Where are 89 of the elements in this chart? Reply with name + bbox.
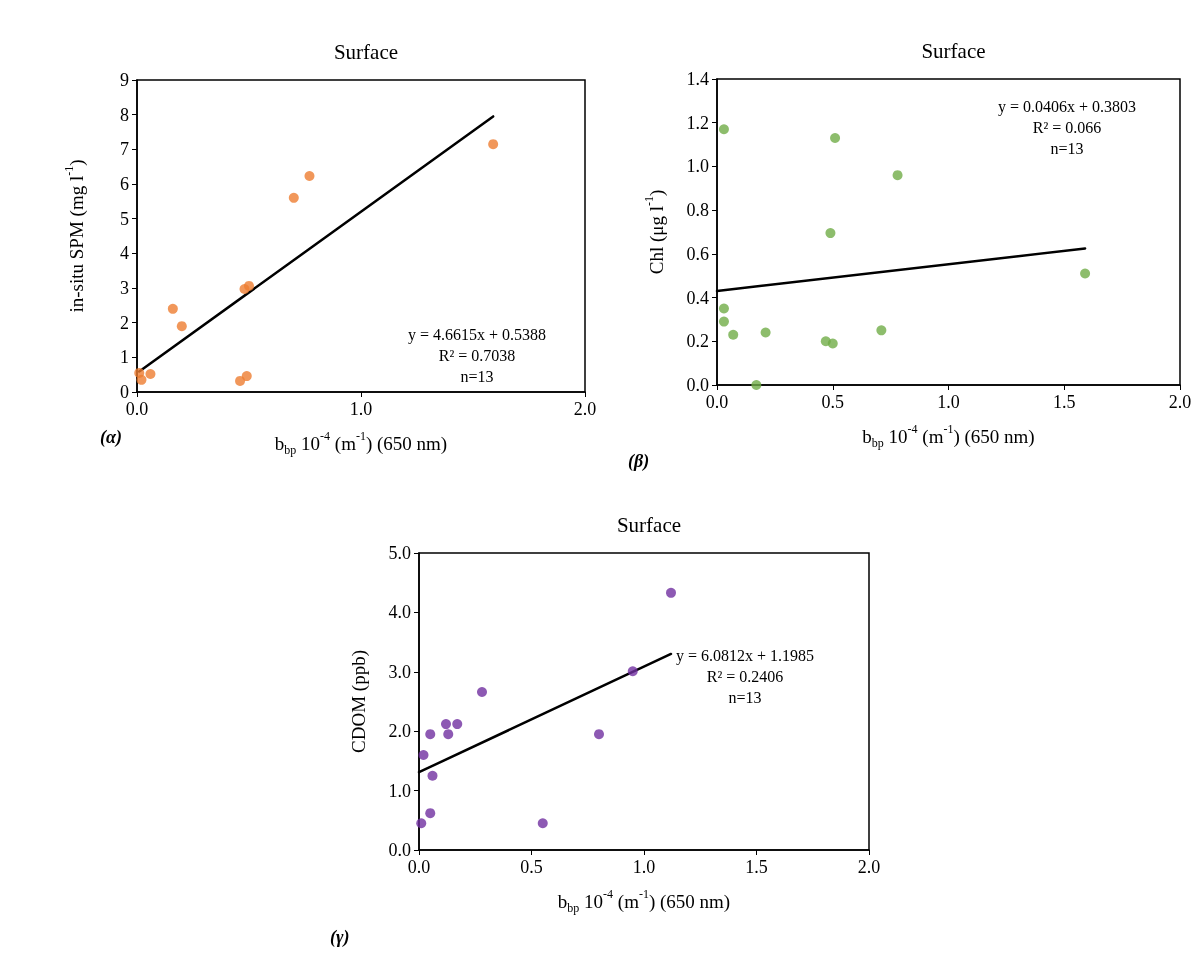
- point: [241, 371, 252, 382]
- y-tick-label: 0.2: [686, 331, 709, 352]
- y-tick-label: 5.0: [388, 543, 411, 563]
- x-tick-label: 0.0: [705, 392, 729, 412]
- point: [892, 170, 903, 181]
- x-tick-label: 1.0: [937, 392, 960, 412]
- annotation: n=13: [728, 688, 762, 706]
- annotation: y = 4.6615x + 0.5388: [407, 325, 547, 344]
- point: [537, 818, 548, 829]
- y-axis-title: Chl (μg l-1): [642, 189, 668, 275]
- point: [830, 133, 841, 144]
- y-axis-title: CDOM (ppb): [347, 650, 370, 753]
- x-tick-label: 2.0: [1168, 392, 1192, 412]
- x-tick-label: 1.0: [632, 857, 656, 877]
- point: [760, 327, 771, 338]
- y-tick-label: 0.8: [686, 200, 709, 221]
- point: [477, 687, 487, 697]
- y-axis-title: in-situ SPM (mg l-1): [62, 159, 88, 313]
- chart-title: Surface: [333, 39, 399, 64]
- point: [825, 228, 836, 239]
- y-tick-label: 6: [120, 174, 129, 194]
- annotation: n=13: [1050, 139, 1084, 157]
- y-tick-label: 0.6: [686, 243, 709, 264]
- point: [288, 192, 299, 203]
- y-tick-label: 1.0: [686, 156, 709, 177]
- point: [425, 729, 436, 740]
- point: [136, 374, 147, 385]
- annotation: n=13: [460, 367, 494, 385]
- chart-title: Surface: [616, 512, 682, 537]
- point: [244, 280, 254, 291]
- point: [488, 139, 499, 150]
- y-tick-label: 5: [120, 208, 129, 229]
- point: [425, 808, 436, 819]
- x-tick-label: 1.5: [1053, 392, 1076, 412]
- x-tick-label: 1.0: [349, 399, 373, 419]
- point: [452, 719, 463, 730]
- text: (α): [100, 427, 122, 448]
- x-tick-label: 0.5: [520, 857, 543, 877]
- text: (γ): [330, 927, 350, 948]
- y-tick-label: 1.2: [686, 112, 709, 133]
- y-tick-label: 0: [120, 382, 129, 402]
- y-tick-label: 3.0: [388, 661, 411, 682]
- y-tick-label: 0.0: [388, 840, 411, 860]
- point: [167, 303, 178, 314]
- y-tick-label: 7: [120, 139, 129, 160]
- y-tick-label: 1.4: [686, 69, 709, 89]
- y-tick-label: 8: [120, 104, 129, 125]
- x-tick-label: 2.0: [857, 857, 881, 877]
- point: [235, 375, 246, 386]
- y-tick-label: 2: [120, 312, 129, 333]
- point: [145, 368, 156, 379]
- x-tick-label: 0.0: [407, 857, 431, 877]
- point: [718, 303, 729, 314]
- y-tick-label: 4: [120, 243, 129, 264]
- annotation: R² = 0.7038: [438, 346, 516, 364]
- text: (β): [628, 451, 650, 472]
- annotation: y = 0.0406x + 0.3803: [997, 97, 1137, 116]
- chart-title: Surface: [921, 38, 986, 63]
- y-tick-label: 1.0: [388, 780, 411, 801]
- x-tick-label: 2.0: [573, 399, 597, 419]
- point: [627, 666, 638, 677]
- point: [176, 321, 187, 332]
- point: [418, 749, 429, 760]
- point: [728, 329, 739, 340]
- point: [718, 316, 729, 327]
- point: [666, 587, 676, 598]
- y-tick-label: 4.0: [388, 602, 411, 623]
- y-tick-label: 0.0: [686, 375, 709, 395]
- point: [718, 124, 729, 135]
- y-tick-label: 1: [120, 347, 129, 368]
- point: [1080, 268, 1091, 279]
- x-tick-label: 1.5: [745, 857, 768, 877]
- point: [441, 719, 451, 730]
- y-tick-label: 0.4: [686, 287, 709, 308]
- annotation: R² = 0.066: [1032, 118, 1102, 136]
- point: [427, 770, 438, 781]
- point: [443, 729, 454, 740]
- point: [304, 171, 315, 182]
- y-tick-label: 2.0: [388, 721, 411, 742]
- y-tick-label: 3: [120, 278, 129, 298]
- point: [876, 325, 887, 336]
- y-tick-label: 9: [120, 70, 129, 90]
- annotation: y = 6.0812x + 1.1985: [675, 646, 815, 665]
- annotation: R² = 0.2406: [706, 667, 784, 685]
- point: [827, 338, 838, 349]
- point: [751, 380, 762, 390]
- x-tick-label: 0.5: [821, 392, 844, 412]
- point: [416, 818, 427, 829]
- point: [594, 729, 604, 740]
